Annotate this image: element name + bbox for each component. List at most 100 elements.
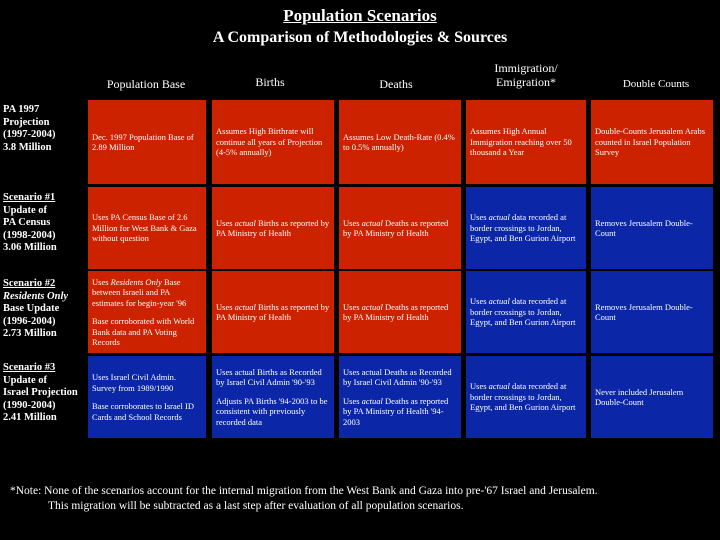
cell-text: Dec. 1997 Population Base of 2.89 Millio… [92,131,194,153]
cell-text: Uses actual Deaths as Recorded by Israel… [343,366,452,388]
cell-scenario2-births: Uses actual Births as reported by PA Min… [212,271,334,353]
text-run: data recorded at border crossings to Jor… [470,296,576,328]
cell-text: Removes Jerusalem Double-Count [595,301,693,323]
cell-pa1997-base: Dec. 1997 Population Base of 2.89 Millio… [88,100,206,184]
text-emphasis: actual [361,395,383,406]
cell-text: Uses actual Births as reported by PA Min… [216,302,330,323]
row-label-line: 3.8 Million [3,141,52,153]
text-emphasis: Residents Only [110,276,162,287]
row-label-line: 2.73 Million [3,328,57,339]
text-run: Births as reported by PA Ministry of Hea… [216,301,330,323]
cell-scenario2-double: Removes Jerusalem Double-Count [591,271,713,353]
cell-scenario3-double: Never included Jerusalem Double-Count [591,356,713,438]
text-run: Uses [343,301,360,312]
cell-text: Assumes High Annual Immigration reaching… [470,126,572,158]
cell-scenario3-migration: Uses actual data recorded at border cros… [466,356,586,438]
text-run: Uses [92,276,109,287]
row-label-line: Base Update [3,303,60,314]
text-run: Uses [343,217,360,228]
text-run: data recorded at border crossings to Jor… [470,212,576,244]
row-label-line: (1998-2004) [3,229,56,241]
page-title: Population Scenarios [283,6,437,25]
cell-text: Double-Counts Jerusalem Arabs counted in… [595,126,706,158]
footnote-line-2: This migration will be subtracted as a l… [48,500,464,512]
col-header-births: Births [255,75,285,89]
cell-scenario3-births: Uses actual Births as Recorded by Israel… [212,356,334,438]
text-emphasis: actual [361,217,383,228]
row-label-line: Update of [3,204,48,216]
cell-scenario2-deaths: Uses actual Deaths as reported by PA Min… [339,271,461,353]
page-subtitle: A Comparison of Methodologies & Sources [212,29,508,46]
text-emphasis: actual [488,296,510,307]
text-run: Uses [343,395,360,406]
cell-text: Assumes Low Death-Rate (0.4% to 0.5% ann… [343,131,455,153]
cell-text: Uses actual Deaths as reported by PA Min… [343,302,457,323]
col-header-deaths: Deaths [379,77,413,91]
cell-text: Uses actual Deaths as reported by PA Min… [343,218,457,239]
cell-scenario3-base: Uses Israel Civil Admin. Survey from 198… [88,356,206,438]
row-label-line: Scenario #1 [3,192,56,203]
text-run: Uses [216,301,233,312]
cell-text: Uses Israel Civil Admin. Survey from 198… [92,372,177,393]
cell-text: Uses actual Births as reported by PA Min… [216,218,330,239]
cell-text: Removes Jerusalem Double-Count [595,217,693,239]
cell-text: Uses actual data recorded at border cros… [470,296,582,328]
row-label-line: Scenario #2 [3,278,56,289]
cell-scenario1-double: Removes Jerusalem Double-Count [591,187,713,269]
text-run: data recorded at border crossings to Jor… [470,381,576,413]
row-label-line: Residents Only [3,290,69,302]
cell-text: Uses actual data recorded at border cros… [470,381,582,413]
row-header-pa-1997: PA 1997 Projection (1997-2004) 3.8 Milli… [3,104,87,154]
cell-pa1997-deaths: Assumes Low Death-Rate (0.4% to 0.5% ann… [339,100,461,184]
cell-text: Never included Jerusalem Double-Count [595,386,684,408]
text-run: Deaths as reported by PA Ministry of Hea… [343,301,449,323]
row-label-line: (1990-2004) [3,399,56,411]
row-header-scenario-2: Scenario #2 Residents Only Base Update (… [3,278,87,341]
cell-scenario1-births: Uses actual Births as reported by PA Min… [212,187,334,269]
text-emphasis: actual [234,301,256,312]
cell-text: Uses Residents Only Base between Israeli… [92,277,202,309]
row-label-line: Scenario #3 [3,362,56,373]
text-run: Deaths as reported by PA Ministry of Hea… [343,395,449,427]
text-run: Uses [470,296,487,307]
footnote-line-1: *Note: None of the scenarios account for… [10,485,598,497]
cell-text: Base corroborated with World Bank data a… [92,316,195,347]
cell-scenario1-migration: Uses actual data recorded at border cros… [466,187,586,269]
text-emphasis: actual [234,217,256,228]
cell-scenario2-base: Uses Residents Only Base between Israeli… [88,271,206,353]
row-header-scenario-1: Scenario #1 Update of PA Census (1998-20… [3,192,87,255]
footnote: *Note: None of the scenarios account for… [10,484,710,514]
col-header-double-counts: Double Counts [622,78,690,90]
row-header-scenario-3: Scenario #3 Update of Israel Projection … [3,362,87,425]
row-label-line: 2.41 Million [3,412,57,423]
cell-text: Uses actual Births as Recorded by Israel… [216,366,322,388]
cell-scenario2-migration: Uses actual data recorded at border cros… [466,271,586,353]
row-label-line: PA Census [3,217,51,228]
cell-pa1997-double: Double-Counts Jerusalem Arabs counted in… [591,100,713,184]
row-label-line: 3.06 Million [3,242,57,253]
text-emphasis: actual [361,301,383,312]
row-label-line: (1996-2004) [3,315,56,327]
row-label-line: Projection [3,116,50,128]
text-emphasis: actual [488,381,510,392]
text-run: Base between Israeli and PA estimates fo… [92,276,187,308]
col-header-population-base: Population Base [106,77,186,91]
cell-scenario3-deaths: Uses actual Deaths as Recorded by Israel… [339,356,461,438]
cell-pa1997-migration: Assumes High Annual Immigration reaching… [466,100,586,184]
text-run: Births as reported by PA Ministry of Hea… [216,217,330,239]
cell-text: Uses actual Deaths as reported by PA Min… [343,396,457,428]
cell-pa1997-births: Assumes High Birthrate will continue all… [212,100,334,184]
row-label-line: PA 1997 [3,104,40,115]
row-label-line: Update of [3,374,48,386]
col-header-immigration: Immigration/ Emigration* [494,61,558,89]
cell-text: Assumes High Birthrate will continue all… [216,126,323,158]
cell-text: Base corroborates to Israel ID Cards and… [92,401,194,422]
cell-scenario1-base: Uses PA Census Base of 2.6 Million for W… [88,187,206,269]
row-label-line: Israel Projection [3,387,78,398]
text-run: Deaths as reported by PA Ministry of Hea… [343,217,449,239]
text-emphasis: actual [488,212,510,223]
text-run: Uses [470,212,487,223]
text-run: Uses [470,381,487,392]
text-run: Uses [216,217,233,228]
cell-text: Uses PA Census Base of 2.6 Million for W… [92,212,197,244]
